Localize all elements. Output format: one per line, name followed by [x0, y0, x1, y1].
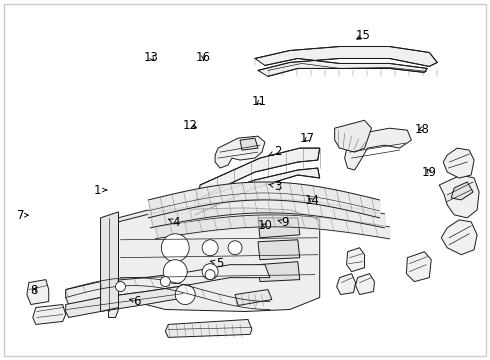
Text: 15: 15	[356, 29, 370, 42]
Polygon shape	[215, 136, 265, 168]
Circle shape	[205, 270, 215, 280]
Polygon shape	[108, 205, 171, 318]
Text: 13: 13	[144, 51, 159, 64]
Polygon shape	[439, 175, 479, 218]
Polygon shape	[441, 220, 477, 255]
Text: 16: 16	[196, 51, 211, 64]
Circle shape	[202, 240, 218, 256]
Text: 9: 9	[278, 216, 289, 229]
Text: 2: 2	[269, 145, 282, 158]
Polygon shape	[356, 274, 374, 294]
Text: 18: 18	[414, 122, 429, 136]
Circle shape	[160, 276, 171, 287]
Text: 7: 7	[17, 209, 28, 222]
Polygon shape	[346, 248, 365, 272]
Circle shape	[161, 234, 189, 262]
Text: 6: 6	[130, 295, 141, 308]
Polygon shape	[258, 218, 300, 238]
Text: 19: 19	[422, 166, 437, 179]
Text: 11: 11	[252, 95, 267, 108]
Polygon shape	[258, 240, 300, 260]
Text: 3: 3	[269, 180, 282, 193]
Text: 10: 10	[258, 219, 273, 233]
Polygon shape	[33, 305, 66, 324]
Circle shape	[228, 241, 242, 255]
Polygon shape	[443, 148, 474, 178]
Polygon shape	[344, 128, 412, 170]
Polygon shape	[27, 280, 49, 305]
Polygon shape	[335, 120, 371, 152]
Circle shape	[163, 260, 187, 284]
Text: 14: 14	[305, 194, 320, 207]
Polygon shape	[195, 148, 319, 215]
Text: 12: 12	[183, 119, 198, 132]
Circle shape	[202, 264, 218, 280]
Polygon shape	[258, 262, 300, 282]
Polygon shape	[240, 138, 258, 150]
Polygon shape	[165, 319, 252, 337]
Polygon shape	[66, 285, 185, 318]
Polygon shape	[451, 182, 473, 200]
Text: 1: 1	[94, 184, 107, 197]
Text: 4: 4	[169, 216, 179, 229]
Polygon shape	[255, 46, 437, 76]
Circle shape	[116, 282, 125, 292]
Polygon shape	[406, 252, 431, 282]
Polygon shape	[337, 274, 356, 294]
Text: 5: 5	[210, 257, 223, 270]
Text: 17: 17	[300, 132, 315, 145]
Text: 8: 8	[30, 284, 38, 297]
Polygon shape	[66, 265, 270, 305]
Circle shape	[175, 285, 195, 305]
Polygon shape	[119, 208, 319, 311]
Polygon shape	[100, 212, 119, 311]
Polygon shape	[235, 289, 272, 306]
